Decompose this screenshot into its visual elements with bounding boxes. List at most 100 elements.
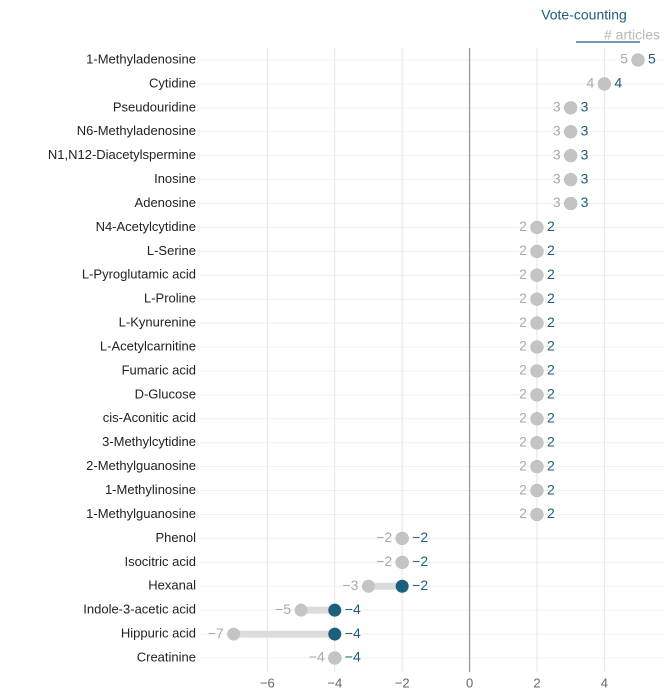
data-label: 2	[547, 386, 555, 402]
dot	[564, 197, 578, 211]
y-tick-label: L-Acetylcarnitine	[100, 338, 196, 353]
data-label: 2	[547, 481, 555, 497]
dot	[530, 340, 544, 354]
y-tick-label: Pseudouridine	[113, 99, 196, 114]
data-label: 2	[547, 218, 555, 234]
dot	[530, 364, 544, 378]
data-label: 2	[519, 481, 527, 497]
data-label: −7	[208, 625, 224, 641]
x-tick-label: −4	[327, 675, 342, 690]
dot	[564, 101, 578, 115]
data-label: 3	[553, 194, 561, 210]
y-tick-label: 3-Methylcytidine	[102, 434, 196, 449]
x-tick-label: −6	[260, 675, 275, 690]
dot	[530, 484, 544, 498]
data-label: 3	[581, 122, 589, 138]
data-label: 3	[553, 170, 561, 186]
y-tick-label: Fumaric acid	[122, 362, 196, 377]
y-tick-label: L-Serine	[147, 243, 196, 258]
data-label: 2	[547, 457, 555, 473]
data-label: 3	[553, 122, 561, 138]
y-tick-label: Hippuric acid	[121, 626, 196, 641]
dot	[328, 651, 342, 665]
data-label: 3	[581, 99, 589, 115]
y-tick-label: Creatinine	[137, 649, 196, 664]
dot	[564, 173, 578, 187]
data-label: −4	[345, 625, 361, 641]
data-label: 2	[547, 362, 555, 378]
dot	[530, 268, 544, 282]
y-tick-label: Cytidine	[149, 75, 196, 90]
data-label: 2	[519, 362, 527, 378]
y-tick-label: N6-Methyladenosine	[77, 123, 196, 138]
data-label: −4	[345, 601, 361, 617]
data-label: 2	[547, 505, 555, 521]
data-label: 2	[519, 290, 527, 306]
dot	[530, 220, 544, 234]
data-label: 2	[519, 218, 527, 234]
data-label: −4	[345, 649, 361, 665]
x-tick-label: 0	[466, 675, 473, 690]
data-label: 5	[648, 51, 656, 67]
data-label: 2	[519, 338, 527, 354]
dot	[294, 603, 308, 617]
data-label: −4	[309, 649, 325, 665]
y-tick-label: N1,N12-Diacetylspermine	[48, 147, 196, 162]
y-tick-label: Inosine	[154, 171, 196, 186]
data-label: 2	[519, 433, 527, 449]
y-tick-label: N4-Acetylcytidine	[96, 219, 196, 234]
data-label: −2	[412, 553, 428, 569]
data-label: 2	[519, 505, 527, 521]
data-label: −5	[275, 601, 291, 617]
data-label: −2	[412, 577, 428, 593]
data-label: 2	[519, 242, 527, 258]
y-tick-label: L-Pyroglutamic acid	[82, 267, 196, 282]
data-label: −3	[343, 577, 359, 593]
dot	[361, 579, 375, 593]
x-tick-label: 2	[533, 675, 540, 690]
y-tick-label: Isocitric acid	[124, 554, 196, 569]
y-tick-label: L-Proline	[144, 291, 196, 306]
y-tick-label: Phenol	[156, 530, 197, 545]
dot	[597, 77, 611, 91]
y-tick-label: D-Glucose	[135, 386, 196, 401]
y-tick-label: Indole-3-acetic acid	[83, 602, 196, 617]
dot	[328, 627, 342, 641]
data-label: 2	[547, 314, 555, 330]
data-label: 4	[614, 75, 622, 91]
data-label: 5	[620, 51, 628, 67]
data-label: 4	[587, 75, 595, 91]
data-label: −2	[412, 529, 428, 545]
dot	[530, 292, 544, 306]
y-tick-label: 1-Methylguanosine	[86, 506, 196, 521]
data-label: 3	[581, 146, 589, 162]
x-tick-label: −2	[395, 675, 410, 690]
dot	[395, 579, 409, 593]
y-tick-label: 1-Methyladenosine	[86, 51, 196, 66]
data-label: 2	[547, 290, 555, 306]
y-tick-label: 2-Methylguanosine	[86, 458, 196, 473]
dot	[631, 53, 645, 67]
y-tick-label: cis-Aconitic acid	[103, 410, 196, 425]
data-label: 3	[581, 170, 589, 186]
y-tick-label: Hexanal	[148, 578, 196, 593]
data-label: 2	[519, 314, 527, 330]
data-label: 2	[547, 410, 555, 426]
dot	[530, 436, 544, 450]
y-tick-label: L-Kynurenine	[119, 315, 196, 330]
dot	[395, 531, 409, 545]
data-label: −2	[376, 529, 392, 545]
dot	[530, 388, 544, 402]
dot	[564, 125, 578, 139]
dot	[530, 507, 544, 521]
data-label: 2	[547, 433, 555, 449]
data-label: 2	[519, 457, 527, 473]
dot	[530, 244, 544, 258]
data-label: 3	[553, 99, 561, 115]
dot	[227, 627, 241, 641]
dot	[395, 555, 409, 569]
dot	[530, 412, 544, 426]
y-tick-label: 1-Methylinosine	[105, 482, 196, 497]
dot	[530, 316, 544, 330]
